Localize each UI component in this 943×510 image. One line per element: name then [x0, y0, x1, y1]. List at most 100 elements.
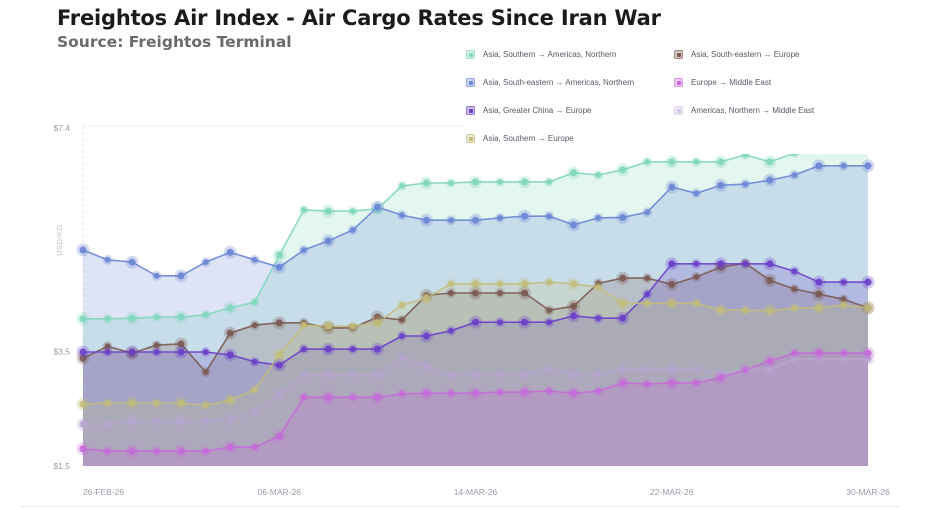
- data-point[interactable]: [595, 284, 602, 291]
- data-point[interactable]: [324, 207, 332, 215]
- data-point[interactable]: [766, 357, 774, 365]
- data-point[interactable]: [202, 402, 209, 409]
- data-point[interactable]: [226, 443, 234, 451]
- data-point[interactable]: [128, 348, 136, 356]
- data-point[interactable]: [251, 444, 258, 451]
- data-point[interactable]: [79, 445, 87, 453]
- data-point[interactable]: [570, 370, 578, 378]
- data-point[interactable]: [864, 304, 872, 312]
- data-point[interactable]: [202, 259, 209, 266]
- data-point[interactable]: [373, 319, 381, 327]
- data-point[interactable]: [791, 286, 798, 292]
- data-point[interactable]: [79, 246, 87, 254]
- data-point[interactable]: [104, 349, 111, 355]
- data-point[interactable]: [791, 172, 798, 178]
- data-point[interactable]: [546, 366, 553, 373]
- data-point[interactable]: [570, 302, 578, 310]
- data-point[interactable]: [644, 291, 651, 298]
- data-point[interactable]: [202, 448, 209, 455]
- data-point[interactable]: [177, 417, 185, 425]
- data-point[interactable]: [595, 388, 602, 394]
- data-point[interactable]: [840, 355, 847, 362]
- data-point[interactable]: [546, 213, 553, 220]
- legend-item[interactable]: Europe → Middle East: [674, 78, 771, 87]
- data-point[interactable]: [177, 340, 185, 348]
- data-point[interactable]: [815, 162, 823, 170]
- data-point[interactable]: [595, 370, 602, 377]
- data-point[interactable]: [448, 390, 454, 397]
- data-point[interactable]: [275, 432, 283, 440]
- data-point[interactable]: [668, 379, 676, 387]
- data-point[interactable]: [153, 314, 160, 321]
- data-point[interactable]: [570, 221, 578, 229]
- data-point[interactable]: [619, 299, 627, 307]
- data-point[interactable]: [104, 315, 111, 322]
- data-point[interactable]: [471, 289, 480, 297]
- data-point[interactable]: [521, 280, 529, 288]
- data-point[interactable]: [693, 366, 700, 373]
- data-point[interactable]: [668, 280, 676, 288]
- data-point[interactable]: [251, 256, 258, 263]
- data-point[interactable]: [128, 314, 136, 322]
- data-point[interactable]: [349, 208, 356, 215]
- data-point[interactable]: [422, 294, 430, 302]
- data-point[interactable]: [471, 370, 480, 378]
- data-point[interactable]: [497, 214, 503, 221]
- data-point[interactable]: [349, 227, 356, 233]
- data-point[interactable]: [349, 323, 356, 330]
- data-point[interactable]: [840, 302, 847, 308]
- data-point[interactable]: [153, 342, 160, 349]
- data-point[interactable]: [324, 371, 332, 379]
- data-point[interactable]: [226, 329, 234, 337]
- data-point[interactable]: [791, 355, 798, 362]
- data-point[interactable]: [717, 158, 725, 166]
- data-point[interactable]: [448, 371, 454, 378]
- data-point[interactable]: [693, 190, 700, 197]
- data-point[interactable]: [226, 415, 234, 423]
- data-point[interactable]: [840, 350, 847, 357]
- data-point[interactable]: [398, 302, 405, 308]
- data-point[interactable]: [766, 260, 774, 268]
- data-point[interactable]: [471, 216, 480, 224]
- data-point[interactable]: [693, 260, 700, 267]
- data-point[interactable]: [202, 311, 209, 318]
- data-point[interactable]: [668, 365, 676, 373]
- data-point[interactable]: [742, 307, 749, 314]
- data-point[interactable]: [619, 379, 627, 387]
- data-point[interactable]: [373, 345, 381, 353]
- data-point[interactable]: [398, 316, 405, 323]
- data-point[interactable]: [840, 162, 847, 169]
- data-point[interactable]: [422, 179, 430, 187]
- data-point[interactable]: [815, 355, 823, 363]
- data-point[interactable]: [177, 313, 185, 321]
- data-point[interactable]: [693, 158, 700, 165]
- data-point[interactable]: [422, 216, 430, 224]
- data-point[interactable]: [546, 279, 553, 286]
- data-point[interactable]: [153, 349, 160, 355]
- legend-item[interactable]: Asia, South-eastern → Europe: [674, 50, 800, 59]
- data-point[interactable]: [275, 351, 283, 359]
- data-point[interactable]: [104, 421, 111, 428]
- data-point[interactable]: [104, 448, 111, 455]
- data-point[interactable]: [275, 319, 283, 327]
- data-point[interactable]: [497, 389, 503, 396]
- data-point[interactable]: [766, 307, 774, 315]
- legend-item[interactable]: Asia, Greater China → Europe: [466, 106, 592, 115]
- data-point[interactable]: [497, 290, 503, 296]
- data-point[interactable]: [226, 248, 234, 256]
- data-point[interactable]: [546, 307, 553, 314]
- data-point[interactable]: [570, 280, 578, 288]
- data-point[interactable]: [300, 394, 307, 401]
- data-point[interactable]: [521, 318, 529, 326]
- data-point[interactable]: [864, 162, 872, 170]
- data-point[interactable]: [471, 318, 480, 326]
- data-point[interactable]: [448, 180, 454, 186]
- data-point[interactable]: [668, 299, 676, 307]
- data-point[interactable]: [570, 312, 578, 320]
- data-point[interactable]: [251, 409, 258, 416]
- data-point[interactable]: [300, 247, 307, 253]
- data-point[interactable]: [324, 237, 332, 245]
- data-point[interactable]: [864, 349, 872, 357]
- data-point[interactable]: [104, 256, 111, 263]
- data-point[interactable]: [521, 370, 529, 378]
